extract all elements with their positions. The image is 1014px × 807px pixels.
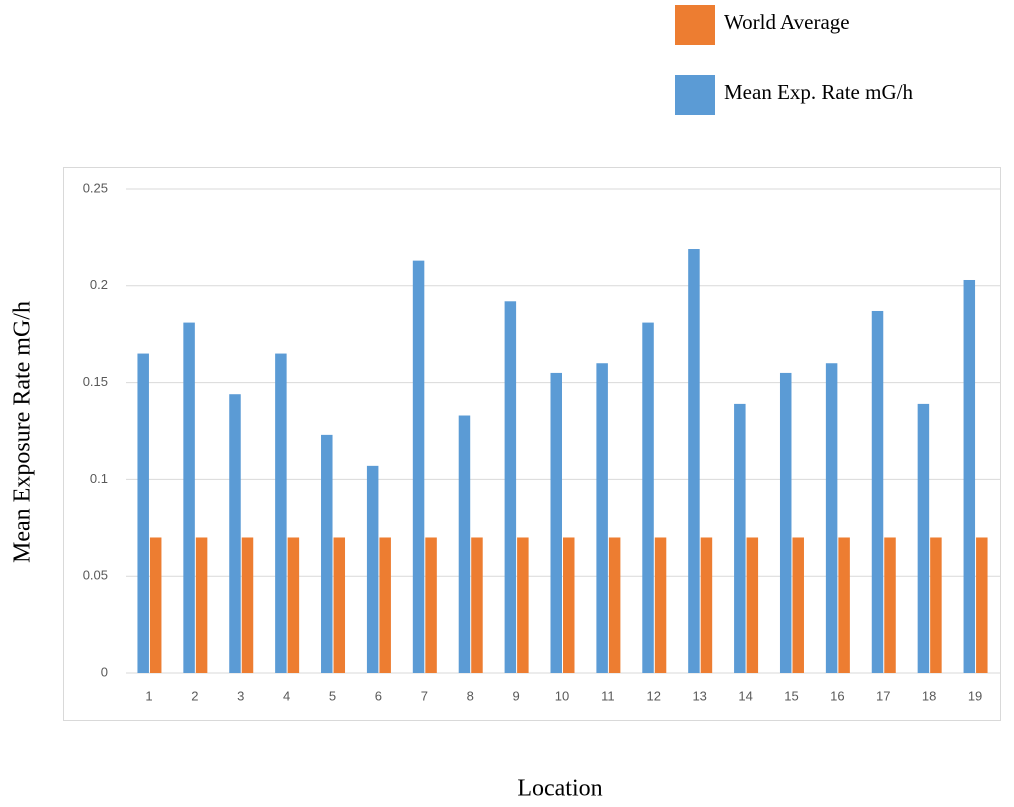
x-tick-label: 17	[876, 688, 890, 703]
x-tick-label: 14	[738, 688, 752, 703]
bar	[596, 363, 608, 673]
y-tick-label: 0.05	[83, 568, 108, 583]
bar	[746, 537, 759, 673]
bar	[425, 537, 437, 673]
bar	[884, 537, 896, 673]
x-tick-label: 13	[692, 688, 706, 703]
bar	[458, 415, 471, 673]
y-tick-label: 0.25	[83, 180, 108, 195]
bar	[642, 322, 654, 673]
bar	[654, 537, 667, 673]
x-tick-label: 12	[647, 688, 661, 703]
x-tick-label: 3	[237, 688, 244, 703]
bar	[149, 537, 162, 673]
bar	[563, 537, 575, 673]
bar	[241, 537, 254, 673]
bar	[333, 537, 346, 673]
bar	[321, 434, 333, 673]
bar	[366, 465, 379, 673]
bar	[792, 537, 804, 673]
bar	[287, 537, 300, 673]
bar	[412, 260, 425, 673]
x-axis-label: Location	[517, 776, 602, 802]
y-axis-label: Mean Exposure Rate mG/h	[10, 301, 36, 563]
bar	[838, 537, 850, 673]
bar	[963, 279, 976, 673]
bar	[275, 353, 287, 673]
x-tick-label: 2	[191, 688, 198, 703]
y-tick-label: 0	[101, 664, 108, 679]
bar	[734, 403, 746, 673]
bar	[976, 537, 988, 673]
x-tick-label: 4	[283, 688, 290, 703]
bar	[137, 353, 149, 673]
bar	[917, 403, 930, 673]
x-tick-label: 8	[467, 688, 474, 703]
bar	[550, 372, 562, 673]
bar	[700, 537, 713, 673]
x-tick-label: 16	[830, 688, 844, 703]
legend-swatch	[675, 75, 715, 115]
y-tick-label: 0.2	[90, 277, 108, 292]
y-tick-label: 0.15	[83, 374, 108, 389]
legend-label: Mean Exp. Rate mG/h	[724, 80, 913, 104]
bar	[471, 537, 483, 673]
bar	[229, 394, 241, 673]
x-tick-label: 10	[555, 688, 569, 703]
bar	[517, 537, 529, 673]
bar	[608, 537, 621, 673]
x-tick-label: 15	[784, 688, 798, 703]
x-tick-label: 1	[145, 688, 152, 703]
bar	[930, 537, 942, 673]
x-tick-label: 18	[922, 688, 936, 703]
bar	[871, 310, 884, 673]
bar	[779, 372, 792, 673]
x-tick-label: 19	[968, 688, 982, 703]
x-tick-label: 11	[601, 688, 615, 703]
x-tick-label: 7	[421, 688, 428, 703]
bar	[825, 363, 838, 673]
y-tick-label: 0.1	[90, 471, 108, 486]
legend-swatch	[675, 5, 715, 45]
x-tick-label: 5	[329, 688, 336, 703]
bar	[195, 537, 208, 673]
bar	[688, 249, 700, 674]
bar	[183, 322, 195, 673]
bar	[504, 301, 517, 673]
bar	[379, 537, 391, 673]
x-tick-label: 6	[375, 688, 382, 703]
x-tick-label: 9	[512, 688, 519, 703]
legend-label: World Average	[724, 10, 850, 34]
